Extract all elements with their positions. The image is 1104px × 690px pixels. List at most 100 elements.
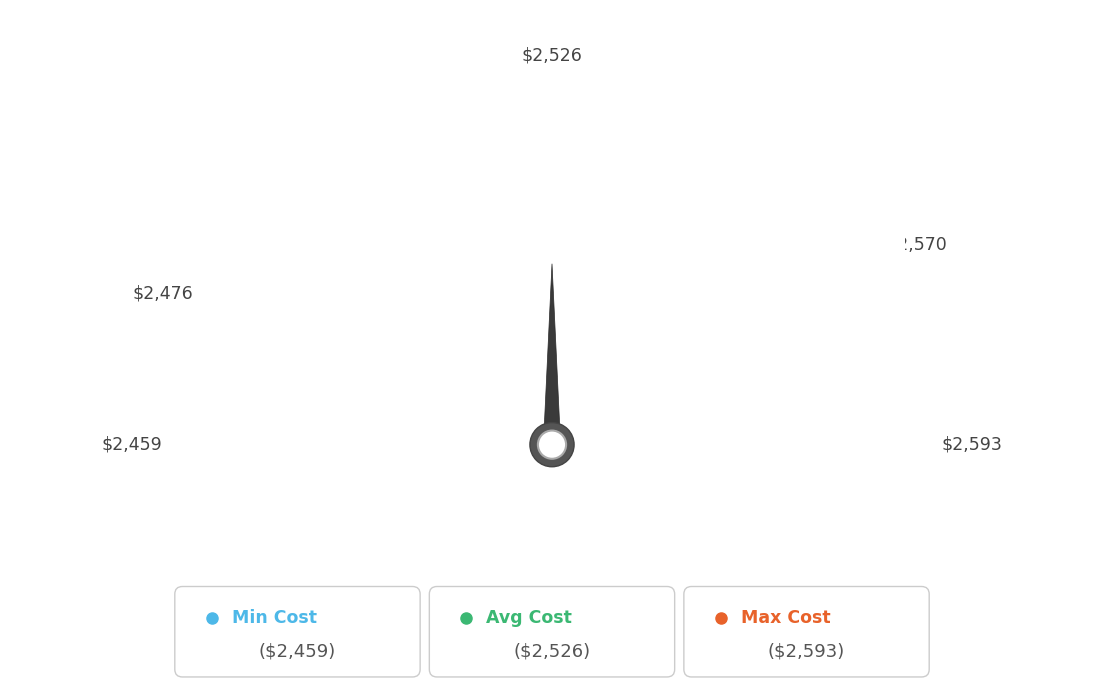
Wedge shape (730, 314, 864, 372)
Wedge shape (297, 221, 407, 318)
Wedge shape (231, 337, 369, 385)
Wedge shape (528, 108, 540, 252)
Wedge shape (284, 238, 400, 328)
Wedge shape (393, 146, 463, 275)
Wedge shape (277, 246, 395, 333)
Wedge shape (612, 124, 659, 262)
Wedge shape (217, 395, 361, 418)
Wedge shape (507, 110, 528, 253)
Wedge shape (367, 259, 737, 444)
Text: ($2,526): ($2,526) (513, 642, 591, 660)
Wedge shape (545, 108, 550, 252)
Wedge shape (340, 180, 432, 295)
Wedge shape (227, 351, 367, 393)
Wedge shape (221, 378, 362, 408)
Wedge shape (619, 128, 673, 264)
Wedge shape (627, 134, 686, 267)
Text: $2,548: $2,548 (744, 97, 805, 115)
Wedge shape (342, 178, 434, 293)
Wedge shape (353, 170, 440, 288)
Wedge shape (736, 344, 875, 389)
Wedge shape (744, 409, 888, 426)
Wedge shape (669, 176, 758, 292)
Wedge shape (361, 254, 743, 444)
Wedge shape (316, 201, 418, 306)
Wedge shape (517, 109, 534, 253)
Wedge shape (560, 108, 570, 252)
Wedge shape (569, 108, 584, 253)
Wedge shape (293, 227, 404, 322)
Wedge shape (566, 108, 581, 252)
Wedge shape (737, 351, 877, 393)
Wedge shape (448, 123, 495, 261)
Wedge shape (700, 227, 811, 322)
Wedge shape (740, 368, 881, 402)
Wedge shape (744, 402, 888, 422)
Circle shape (538, 431, 566, 459)
Wedge shape (223, 368, 364, 402)
Wedge shape (594, 115, 629, 257)
Wedge shape (698, 224, 809, 320)
Wedge shape (314, 204, 417, 308)
Wedge shape (208, 99, 896, 444)
Wedge shape (282, 241, 399, 330)
Wedge shape (745, 441, 890, 444)
Wedge shape (233, 331, 370, 381)
Wedge shape (499, 111, 523, 254)
Wedge shape (461, 119, 502, 259)
Wedge shape (667, 174, 756, 290)
Wedge shape (588, 113, 618, 255)
Wedge shape (471, 116, 508, 257)
Wedge shape (337, 183, 431, 296)
Wedge shape (489, 112, 518, 255)
Wedge shape (724, 291, 854, 359)
Wedge shape (676, 185, 769, 297)
Wedge shape (306, 211, 413, 313)
Wedge shape (321, 197, 422, 304)
Wedge shape (725, 295, 856, 361)
Wedge shape (696, 219, 805, 317)
FancyBboxPatch shape (174, 586, 421, 677)
Wedge shape (221, 375, 363, 406)
Wedge shape (721, 282, 849, 353)
Wedge shape (219, 388, 361, 415)
Wedge shape (418, 134, 477, 267)
Wedge shape (586, 112, 615, 255)
Wedge shape (606, 121, 649, 259)
Wedge shape (247, 298, 378, 362)
Wedge shape (335, 185, 428, 297)
Wedge shape (689, 206, 793, 310)
Wedge shape (602, 119, 643, 259)
Wedge shape (265, 264, 389, 343)
Wedge shape (732, 324, 868, 377)
Wedge shape (743, 395, 887, 418)
Wedge shape (216, 402, 360, 422)
Text: Max Cost: Max Cost (741, 609, 830, 627)
Wedge shape (475, 115, 510, 257)
Wedge shape (531, 108, 542, 252)
Wedge shape (693, 214, 800, 314)
Wedge shape (705, 241, 822, 330)
Wedge shape (562, 108, 573, 252)
Wedge shape (691, 211, 798, 313)
Wedge shape (715, 264, 839, 343)
Wedge shape (684, 199, 785, 305)
Wedge shape (682, 197, 783, 304)
Wedge shape (726, 298, 857, 362)
Wedge shape (264, 267, 388, 344)
Wedge shape (415, 135, 475, 268)
Wedge shape (216, 413, 360, 428)
Wedge shape (431, 128, 485, 264)
Wedge shape (592, 115, 626, 256)
Wedge shape (745, 434, 889, 441)
Wedge shape (744, 406, 888, 424)
Wedge shape (574, 110, 594, 253)
Wedge shape (713, 258, 835, 339)
Wedge shape (581, 111, 605, 254)
Wedge shape (576, 110, 597, 253)
Wedge shape (229, 344, 368, 389)
Wedge shape (722, 285, 851, 355)
Wedge shape (601, 118, 639, 258)
Text: Min Cost: Min Cost (232, 609, 317, 627)
Wedge shape (739, 357, 879, 397)
